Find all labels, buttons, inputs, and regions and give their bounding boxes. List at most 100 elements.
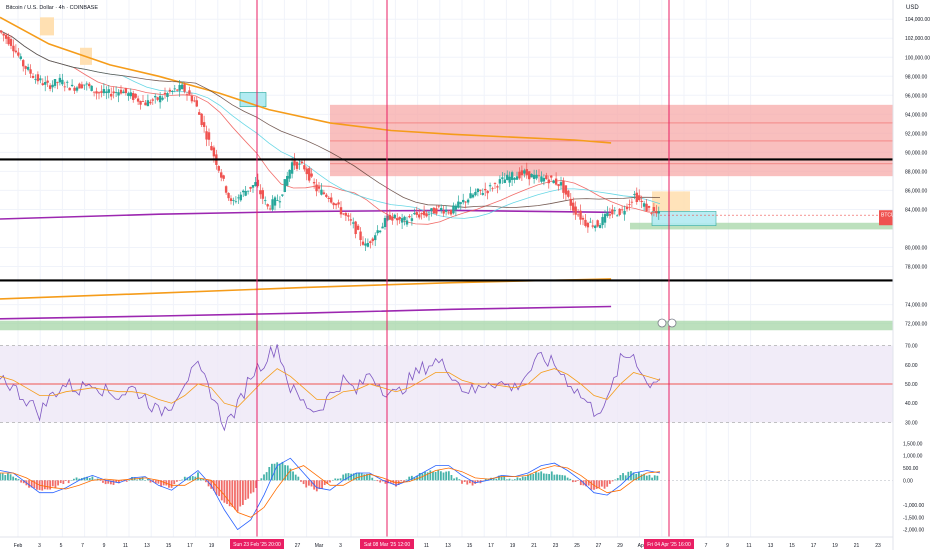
candle[interactable] — [352, 222, 355, 224]
candle[interactable] — [476, 188, 480, 193]
candle[interactable] — [486, 190, 489, 194]
candle[interactable] — [178, 85, 181, 91]
candle[interactable] — [510, 172, 514, 180]
candle[interactable] — [51, 84, 54, 88]
candle[interactable] — [342, 213, 345, 215]
candle[interactable] — [268, 208, 272, 210]
candle[interactable] — [435, 208, 438, 214]
candle[interactable] — [144, 102, 147, 106]
candle[interactable] — [95, 91, 98, 94]
candle[interactable] — [17, 52, 20, 56]
candle[interactable] — [310, 173, 313, 177]
candle[interactable] — [14, 50, 18, 53]
candle[interactable] — [498, 179, 502, 184]
candle[interactable] — [591, 225, 594, 227]
candle[interactable] — [24, 66, 27, 69]
candle[interactable] — [430, 208, 433, 212]
candle[interactable] — [330, 197, 333, 203]
candle[interactable] — [114, 92, 118, 93]
candle[interactable] — [88, 83, 91, 87]
candle[interactable] — [378, 230, 382, 233]
candle[interactable] — [207, 132, 211, 140]
candle[interactable] — [212, 147, 216, 157]
candle[interactable] — [200, 113, 203, 125]
candle[interactable] — [359, 231, 362, 241]
candle[interactable] — [518, 171, 521, 179]
candle[interactable] — [36, 74, 40, 82]
candle[interactable] — [85, 83, 88, 85]
candle[interactable] — [0, 30, 3, 33]
candle[interactable] — [488, 185, 492, 187]
candle[interactable] — [100, 91, 103, 93]
candle[interactable] — [119, 89, 123, 94]
candle[interactable] — [415, 212, 418, 215]
candle[interactable] — [97, 92, 101, 94]
candle[interactable] — [523, 170, 526, 174]
candle[interactable] — [633, 194, 636, 195]
candle[interactable] — [290, 162, 294, 174]
candle[interactable] — [427, 213, 431, 215]
candle[interactable] — [276, 200, 279, 201]
candle[interactable] — [239, 194, 242, 201]
candle[interactable] — [22, 60, 25, 67]
candle[interactable] — [156, 97, 159, 100]
rsi-line[interactable] — [0, 344, 661, 432]
candle[interactable] — [151, 99, 154, 101]
candle[interactable] — [410, 218, 414, 221]
candle[interactable] — [112, 91, 115, 94]
candle[interactable] — [308, 168, 311, 181]
candle[interactable] — [457, 201, 460, 208]
candle[interactable] — [266, 204, 269, 207]
candle[interactable] — [139, 100, 142, 105]
candle[interactable] — [413, 213, 416, 215]
candle[interactable] — [574, 206, 577, 215]
candle[interactable] — [9, 39, 13, 46]
candle[interactable] — [606, 212, 609, 217]
candle[interactable] — [202, 122, 206, 127]
candle[interactable] — [503, 179, 506, 184]
candle[interactable] — [44, 81, 47, 85]
candle[interactable] — [183, 84, 186, 92]
candle[interactable] — [388, 214, 392, 220]
candle[interactable] — [63, 86, 66, 88]
candle[interactable] — [418, 214, 421, 218]
candle[interactable] — [466, 199, 470, 203]
candle[interactable] — [107, 89, 110, 93]
candle[interactable] — [12, 45, 15, 52]
candle[interactable] — [66, 81, 69, 83]
candle[interactable] — [166, 93, 169, 98]
candle[interactable] — [173, 88, 176, 90]
vertical-markers[interactable] — [256, 0, 670, 537]
candle[interactable] — [371, 238, 374, 242]
candle[interactable] — [31, 75, 35, 78]
macd-line[interactable] — [0, 457, 661, 531]
candle[interactable] — [227, 192, 230, 199]
candle[interactable] — [469, 193, 472, 199]
candle[interactable] — [344, 213, 348, 216]
candle[interactable] — [249, 186, 252, 189]
candle[interactable] — [640, 200, 643, 202]
candle[interactable] — [383, 218, 387, 228]
candle[interactable] — [146, 100, 150, 107]
candle[interactable] — [222, 175, 225, 179]
candle[interactable] — [303, 165, 306, 170]
candle[interactable] — [26, 66, 30, 70]
candle[interactable] — [264, 200, 267, 202]
candle[interactable] — [391, 216, 394, 221]
candle[interactable] — [579, 210, 582, 220]
candle[interactable] — [444, 209, 448, 212]
candle[interactable] — [638, 195, 641, 201]
candle[interactable] — [452, 205, 455, 214]
candle[interactable] — [295, 162, 299, 169]
candle[interactable] — [300, 161, 304, 164]
candle[interactable] — [46, 80, 49, 83]
candle[interactable] — [288, 169, 291, 179]
candle[interactable] — [484, 188, 487, 191]
candle[interactable] — [73, 87, 76, 91]
candle[interactable] — [232, 199, 235, 201]
candle[interactable] — [356, 225, 360, 230]
candle[interactable] — [58, 77, 62, 83]
candle[interactable] — [237, 197, 240, 199]
candle[interactable] — [70, 84, 74, 87]
